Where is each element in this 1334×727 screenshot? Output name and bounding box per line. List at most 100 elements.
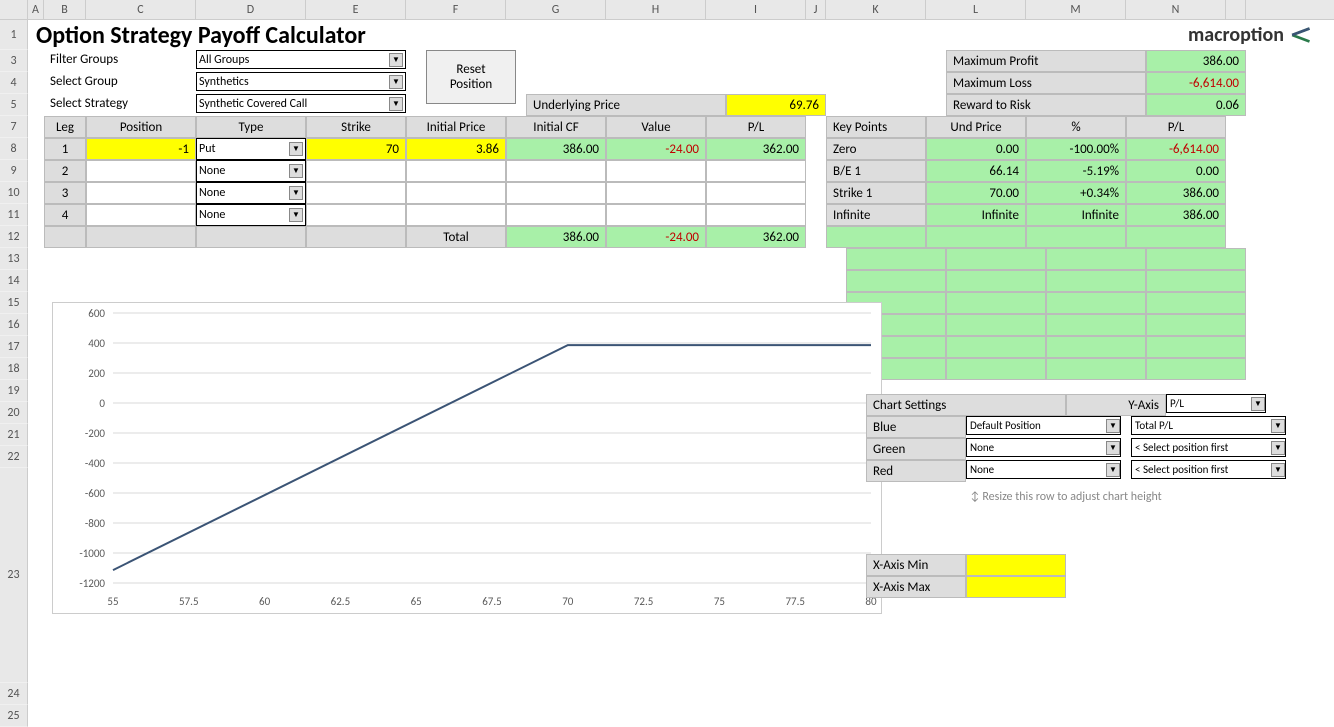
select-strategy-select[interactable]: Synthetic Covered Call▼ [196,94,406,113]
green-right-select[interactable]: < Select position first▼ [1131,438,1286,457]
row-22[interactable]: 22 [0,446,28,468]
svg-text:75: 75 [714,595,725,608]
col-N[interactable]: N [1126,0,1226,19]
select-group-select[interactable]: Synthetics▼ [196,72,406,91]
col-M[interactable]: M [1026,0,1126,19]
yaxis-select[interactable]: P/L▼ [1166,394,1266,413]
svg-text:67.5: 67.5 [482,595,502,608]
leg-initial-price-input[interactable] [406,182,506,204]
row-12[interactable]: 12 [0,226,28,248]
filter-groups-label: Filter Groups [44,50,196,72]
row-9[interactable]: 9 [0,160,28,182]
underlying-price-value[interactable]: 69.76 [726,94,826,116]
svg-text:-1000: -1000 [79,547,105,560]
col-K[interactable]: K [826,0,926,19]
col-I[interactable]: I [706,0,806,19]
row-3[interactable]: 3 [0,50,28,72]
row-17[interactable]: 17 [0,336,28,358]
total-icf: 386.00 [506,226,606,248]
col-F[interactable]: F [406,0,506,19]
col-J[interactable]: J [806,0,826,19]
leg-initial-price-input[interactable] [406,204,506,226]
leg-type-select[interactable]: None▼ [196,160,306,182]
leg-strike-input[interactable] [306,182,406,204]
page-title: Option Strategy Payoff Calculator [36,21,366,50]
col-A[interactable]: A [28,0,44,19]
blue-right-select[interactable]: Total P/L▼ [1131,416,1286,435]
col-C[interactable]: C [86,0,196,19]
leg-position-input[interactable] [86,160,196,182]
leg-strike-input[interactable] [306,204,406,226]
xaxis-max-input[interactable] [966,576,1066,598]
svg-text:400: 400 [88,337,105,350]
svg-text:-600: -600 [85,487,106,500]
row-4[interactable]: 4 [0,72,28,94]
svg-text:55: 55 [107,595,118,608]
row-5[interactable]: 5 [0,94,28,116]
keypoint-pct: Infinite [1026,204,1126,226]
max-profit-label: Maximum Profit [946,50,1146,72]
keypoint-label: Strike 1 [826,182,926,204]
col-D[interactable]: D [196,0,306,19]
row-15[interactable]: 15 [0,292,28,314]
xaxis-min-label: X-Axis Min [866,554,966,576]
row-21[interactable]: 21 [0,424,28,446]
row-23[interactable]: 23 [0,468,28,683]
keypoint-undprice: Infinite [926,204,1026,226]
leg-type-select[interactable]: Put▼ [196,138,306,160]
leg-strike-input[interactable]: 70 [306,138,406,160]
keypoint-label: Infinite [826,204,926,226]
keypoint-pl: 0.00 [1126,160,1226,182]
legs-header-value: Value [606,116,706,138]
chevron-down-icon: ▼ [1271,419,1285,433]
leg-strike-input[interactable] [306,160,406,182]
row-7[interactable]: 7 [0,116,28,138]
red-right-select[interactable]: < Select position first▼ [1131,460,1286,479]
leg-initial-price-input[interactable]: 3.86 [406,138,506,160]
col-H[interactable]: H [606,0,706,19]
legs-header-leg: Leg [44,116,86,138]
svg-text:77.5: 77.5 [785,595,805,608]
keypoint-undprice: 0.00 [926,138,1026,160]
green-select[interactable]: None▼ [966,438,1121,457]
leg-initial-price-input[interactable] [406,160,506,182]
leg-position-input[interactable]: -1 [86,138,196,160]
row-19[interactable]: 19 [0,380,28,402]
col-L[interactable]: L [926,0,1026,19]
xaxis-min-input[interactable] [966,554,1066,576]
underlying-price-label: Underlying Price [526,94,726,116]
row-10[interactable]: 10 [0,182,28,204]
col-B[interactable]: B [44,0,86,19]
row-11[interactable]: 11 [0,204,28,226]
keypoint-pct: +0.34% [1026,182,1126,204]
row-16[interactable]: 16 [0,314,28,336]
leg-position-input[interactable] [86,182,196,204]
leg-type-select[interactable]: None▼ [196,204,306,226]
svg-text:65: 65 [411,595,422,608]
chevron-down-icon: ▼ [289,208,303,222]
col-G[interactable]: G [506,0,606,19]
chevron-down-icon: ▼ [1271,463,1285,477]
blue-select[interactable]: Default Position▼ [966,416,1121,435]
chevron-down-icon: ▼ [389,75,403,89]
row-24[interactable]: 24 [0,683,28,705]
row-8[interactable]: 8 [0,138,28,160]
keypoint-pl: 386.00 [1126,182,1226,204]
red-label: Red [866,460,966,482]
row-25[interactable]: 25 [0,705,28,727]
row-headers: 1 3 4 5 7 8 9 10 11 12 13 14 15 16 17 18… [0,20,28,727]
row-20[interactable]: 20 [0,402,28,424]
row-18[interactable]: 18 [0,358,28,380]
row-14[interactable]: 14 [0,270,28,292]
leg-type-select[interactable]: None▼ [196,182,306,204]
red-select[interactable]: None▼ [966,460,1121,479]
reset-position-button[interactable]: Reset Position [426,50,516,104]
filter-groups-select[interactable]: All Groups▼ [196,50,406,69]
row-1[interactable]: 1 [0,20,28,50]
svg-text:72.5: 72.5 [634,595,654,608]
leg-position-input[interactable] [86,204,196,226]
total-label: Total [406,226,506,248]
row-13[interactable]: 13 [0,248,28,270]
chevron-down-icon: ▼ [1106,419,1120,433]
col-E[interactable]: E [306,0,406,19]
